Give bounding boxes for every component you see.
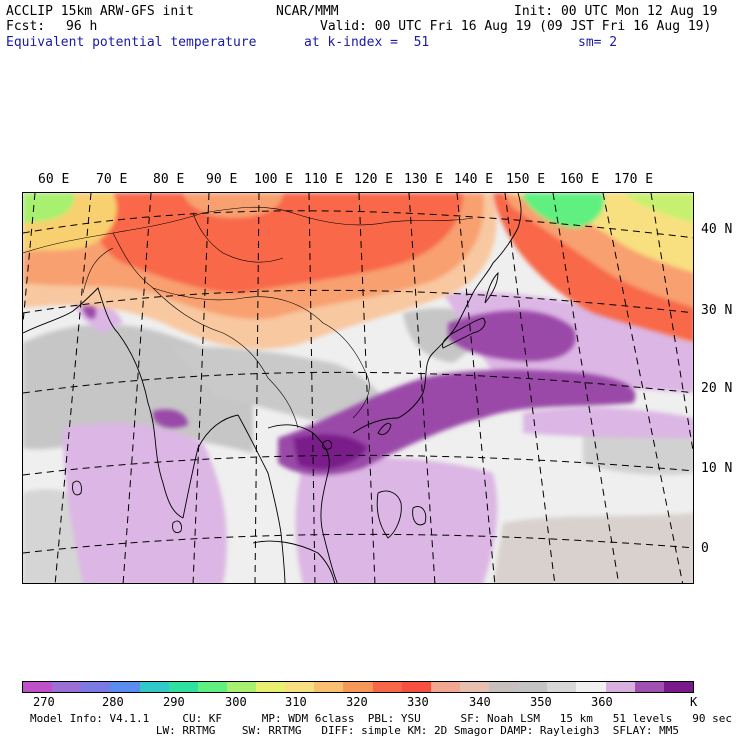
colorbar-swatch-14 <box>430 682 460 692</box>
lon-label-80e: 80 E <box>153 172 185 187</box>
org-label: NCAR/MMM <box>276 4 339 19</box>
model-info-line2: LW: RRTMG SW: RRTMG DIFF: simple KM: 2D … <box>30 724 680 737</box>
level-index: at k-index = 51 <box>304 35 430 50</box>
colorbar-tick-350: 350 <box>530 695 552 709</box>
colorbar-swatch-15 <box>459 682 489 692</box>
colorbar-tick-300: 300 <box>225 695 247 709</box>
forecast-hour: 96 h <box>66 19 98 34</box>
colorbar-swatch-6 <box>197 682 227 692</box>
model-info-line1: Model Info: V4.1.1 CU: KF MP: WDM 6class… <box>30 712 732 725</box>
colorbar-swatch-7 <box>226 682 256 692</box>
forecast-label: Fcst: <box>6 19 46 34</box>
colorbar-swatch-17 <box>518 682 548 692</box>
colorbar-swatch-4 <box>139 682 169 692</box>
colorbar-swatch-10 <box>314 682 344 692</box>
colorbar-tick-270: 270 <box>33 695 55 709</box>
lat-label-0: 0 <box>701 541 709 556</box>
lon-label-120e: 120 E <box>354 172 394 187</box>
colorbar-swatch-5 <box>168 682 198 692</box>
lon-label-90e: 90 E <box>206 172 238 187</box>
lon-label-150e: 150 E <box>506 172 546 187</box>
colorbar-swatch-0 <box>23 682 53 692</box>
lon-label-170e: 170 E <box>614 172 654 187</box>
valid-time: Valid: 00 UTC Fri 16 Aug 19 (09 JST Fri … <box>320 19 712 34</box>
colorbar-swatch-20 <box>605 682 635 692</box>
colorbar-tick-280: 280 <box>102 695 124 709</box>
colorbar-swatch-18 <box>547 682 577 692</box>
lat-label-10n: 10 N <box>701 461 733 476</box>
lat-label-40n: 40 N <box>701 222 733 237</box>
colorbar-swatch-8 <box>256 682 286 692</box>
colorbar-tick-310: 310 <box>285 695 307 709</box>
colorbar-swatch-13 <box>401 682 431 692</box>
colorbar-swatch-1 <box>52 682 82 692</box>
lon-label-70e: 70 E <box>96 172 128 187</box>
colorbar-tick-290: 290 <box>163 695 185 709</box>
colorbar-tick-320: 320 <box>346 695 368 709</box>
colorbar-swatch-3 <box>110 682 140 692</box>
colorbar <box>22 681 694 693</box>
colorbar-swatch-12 <box>372 682 402 692</box>
lat-label-20n: 20 N <box>701 381 733 396</box>
colorbar-tick-340: 340 <box>469 695 491 709</box>
colorbar-tick-360: 360 <box>591 695 613 709</box>
lon-label-140e: 140 E <box>454 172 494 187</box>
smoothing-label: sm= 2 <box>578 35 618 50</box>
colorbar-swatch-22 <box>663 682 693 692</box>
lon-label-130e: 130 E <box>404 172 444 187</box>
colorbar-swatch-2 <box>81 682 111 692</box>
init-time: Init: 00 UTC Mon 12 Aug 19 <box>514 4 718 19</box>
lon-label-160e: 160 E <box>560 172 600 187</box>
lon-label-100e: 100 E <box>254 172 294 187</box>
colorbar-swatch-9 <box>285 682 315 692</box>
colorbar-unit: K <box>690 695 698 709</box>
colorbar-swatch-11 <box>343 682 373 692</box>
colorbar-swatch-16 <box>489 682 519 692</box>
colorbar-swatch-21 <box>634 682 664 692</box>
lat-label-30n: 30 N <box>701 303 733 318</box>
theta-e-field <box>23 193 693 583</box>
colorbar-tick-330: 330 <box>407 695 429 709</box>
lon-label-110e: 110 E <box>304 172 344 187</box>
field-name: Equivalent potential temperature <box>6 35 257 50</box>
colorbar-swatch-19 <box>576 682 606 692</box>
model-title: ACCLIP 15km ARW-GFS init <box>6 4 194 19</box>
map-panel <box>22 192 694 584</box>
lon-label-60e: 60 E <box>38 172 70 187</box>
